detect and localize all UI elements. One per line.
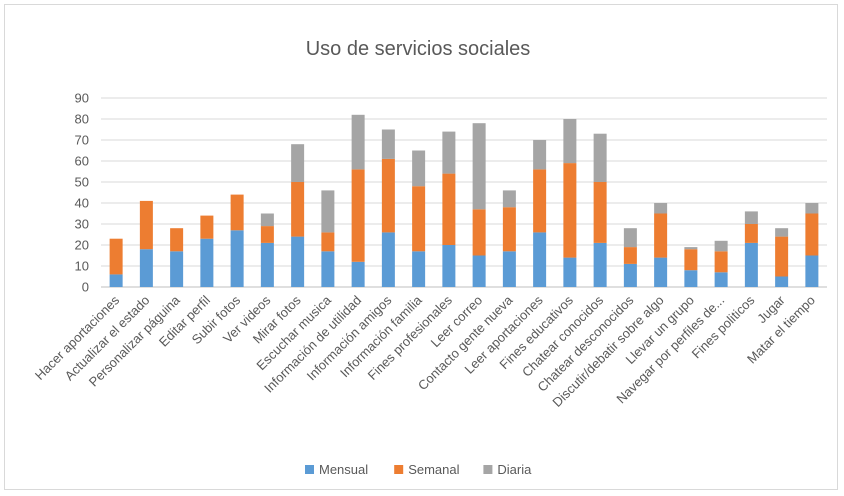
bar-diaria-informacion-amigos: [381, 129, 395, 159]
bar-mensual-actualizar-el-estado: [139, 249, 153, 287]
bar-diaria-fines-politicos: [744, 211, 758, 224]
bar-mensual-jugar: [775, 276, 789, 287]
bar-diaria-ver-videos: [260, 213, 274, 227]
bar-mensual-leer-correo: [472, 255, 486, 287]
y-tick-label: 90: [75, 91, 89, 106]
bar-semanal-escuchar-musica: [321, 232, 335, 252]
bar-mensual-contacto-gente-nueva: [502, 251, 516, 287]
chart-title: Uso de servicios sociales: [306, 38, 531, 60]
bar-mensual-personalizar-paguina: [170, 251, 184, 287]
bar-diaria-leer-aportaciones: [533, 140, 547, 170]
y-tick-label: 60: [75, 154, 89, 169]
y-tick-label: 50: [75, 175, 89, 190]
bar-semanal-ver-videos: [260, 226, 274, 243]
bar-mensual-escuchar-musica: [321, 251, 335, 287]
legend-label-diaria: Diaria: [497, 462, 532, 477]
legend-label-semanal: Semanal: [408, 462, 459, 477]
bar-semanal-editar-perfil: [200, 215, 214, 239]
bar-semanal-informacion-familia: [412, 186, 426, 252]
bar-mensual-chatear-conocidos: [593, 242, 607, 287]
bar-mensual-informacion-amigos: [381, 232, 395, 287]
bar-diaria-mirar-fotos: [291, 144, 305, 182]
legend-swatch-semanal: [394, 465, 404, 474]
bar-mensual-fines-politicos: [744, 242, 758, 287]
bar-semanal-fines-profesionales: [442, 173, 456, 245]
bars: [109, 114, 819, 287]
bar-mensual-fines-educativos: [563, 257, 577, 287]
bar-semanal-contacto-gente-nueva: [502, 207, 516, 252]
bar-semanal-navegar-por-perfiles-de: [714, 251, 728, 273]
bar-mensual-discutir-debatir-sobre-algo: [654, 257, 668, 287]
grid-lines: [101, 97, 827, 288]
bar-diaria-informacion-familia: [412, 150, 426, 187]
y-tick-label: 70: [75, 133, 89, 148]
bar-semanal-leer-correo: [472, 209, 486, 256]
bar-semanal-fines-politicos: [744, 224, 758, 243]
bar-diaria-fines-profesionales: [442, 131, 456, 174]
bar-mensual-mirar-fotos: [291, 236, 305, 287]
bar-mensual-navegar-por-perfiles-de: [714, 272, 728, 287]
chart-frame: Uso de servicios sociales 0 10 20 30 40 50 60 7…: [4, 4, 838, 490]
bar-semanal-discutir-debatir-sobre-algo: [654, 213, 668, 258]
bar-semanal-chatear-desconocidos: [623, 247, 637, 264]
bar-semanal-leer-aportaciones: [533, 169, 547, 233]
bar-diaria-fines-educativos: [563, 119, 577, 164]
bar-semanal-llevar-un-grupo: [684, 249, 698, 271]
bar-semanal-matar-el-tiempo: [805, 213, 819, 256]
bar-semanal-jugar: [775, 236, 789, 277]
y-tick-label: 30: [75, 217, 89, 232]
bar-diaria-navegar-por-perfiles-de: [714, 240, 728, 252]
legend: Mensual Semanal Diaria: [305, 462, 532, 477]
bar-semanal-mirar-fotos: [291, 182, 305, 237]
bar-mensual-llevar-un-grupo: [684, 270, 698, 287]
bar-diaria-jugar: [775, 228, 789, 237]
bar-diaria-leer-correo: [472, 123, 486, 210]
bar-diaria-escuchar-musica: [321, 190, 335, 233]
bar-mensual-hacer-aportaciones: [109, 274, 123, 287]
bar-diaria-discutir-debatir-sobre-algo: [654, 203, 668, 214]
bar-semanal-subir-fotos: [230, 194, 244, 231]
chart-svg: Uso de servicios sociales 0 10 20 30 40 50 60 7…: [32, 38, 827, 477]
bar-diaria-informacion-de-utilidad: [351, 114, 365, 170]
bar-diaria-matar-el-tiempo: [805, 203, 819, 214]
bar-mensual-informacion-de-utilidad: [351, 261, 365, 287]
legend-swatch-diaria: [483, 465, 493, 474]
y-tick-label: 0: [82, 280, 89, 295]
bar-semanal-informacion-de-utilidad: [351, 169, 365, 262]
bar-mensual-leer-aportaciones: [533, 232, 547, 287]
bar-mensual-informacion-familia: [412, 251, 426, 287]
bar-semanal-informacion-amigos: [381, 158, 395, 233]
bar-mensual-matar-el-tiempo: [805, 255, 819, 287]
bar-diaria-chatear-conocidos: [593, 133, 607, 182]
y-axis: 0 10 20 30 40 50 60 70 80 90: [75, 91, 89, 295]
y-tick-label: 10: [75, 259, 89, 274]
legend-label-mensual: Mensual: [319, 462, 368, 477]
bar-semanal-personalizar-paguina: [170, 228, 184, 252]
bar-semanal-hacer-aportaciones: [109, 238, 123, 275]
bar-semanal-chatear-conocidos: [593, 182, 607, 243]
bar-mensual-editar-perfil: [200, 238, 214, 287]
legend-swatch-mensual: [305, 465, 314, 474]
bar-mensual-subir-fotos: [230, 230, 244, 287]
bar-diaria-chatear-desconocidos: [623, 228, 637, 248]
bar-mensual-ver-videos: [260, 242, 274, 287]
y-tick-label: 40: [75, 196, 89, 211]
bar-semanal-fines-educativos: [563, 163, 577, 258]
bar-semanal-actualizar-el-estado: [139, 200, 153, 250]
bar-mensual-chatear-desconocidos: [623, 263, 637, 287]
y-tick-label: 20: [75, 238, 89, 253]
y-tick-label: 80: [75, 112, 89, 127]
bar-diaria-llevar-un-grupo: [684, 247, 698, 250]
bar-mensual-fines-profesionales: [442, 245, 456, 287]
bar-diaria-contacto-gente-nueva: [502, 190, 516, 208]
